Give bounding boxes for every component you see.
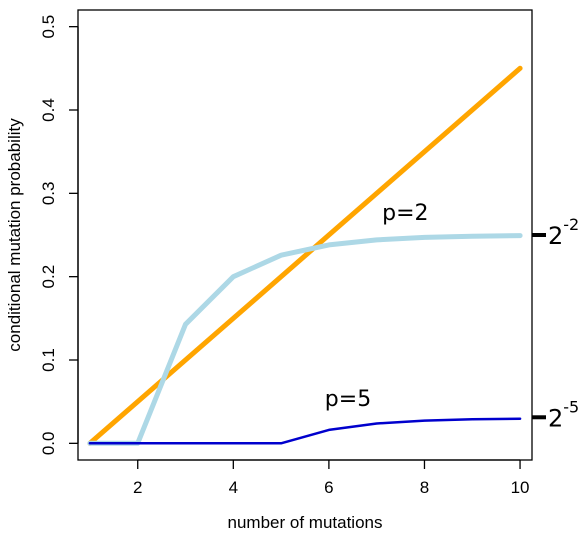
series-line-3 [88, 417, 522, 445]
x-tick-label: 6 [324, 478, 333, 497]
right-marks: 2-2 2-5 [532, 215, 578, 432]
annotations: p=2 p=5 [325, 201, 429, 412]
x-axis-label: number of mutations [228, 513, 383, 532]
x-tick-label: 8 [420, 478, 429, 497]
y-tick-label: 0.1 [39, 348, 58, 372]
series-line-2 [87, 233, 523, 446]
x-axis: 2 4 6 8 10 [133, 459, 530, 497]
right-mark-label: 2-5 [548, 397, 578, 432]
y-axis: 0.0 0.1 0.2 0.3 0.4 0.5 [39, 15, 79, 456]
y-tick-label: 0.5 [39, 15, 58, 39]
x-tick-label: 10 [511, 478, 530, 497]
x-tick-label: 4 [229, 478, 238, 497]
y-axis-label: conditional mutation probability [5, 118, 24, 352]
x-tick-label: 2 [133, 478, 142, 497]
annotation-label: p=2 [382, 201, 428, 226]
series-line-1 [87, 65, 523, 446]
annotation-label: p=5 [325, 387, 371, 412]
y-tick-label: 0.3 [39, 182, 58, 206]
y-tick-label: 0.4 [39, 98, 58, 122]
y-tick-label: 0.2 [39, 265, 58, 289]
y-tick-label: 0.0 [39, 432, 58, 456]
right-mark-label: 2-2 [548, 215, 578, 250]
series-group [87, 65, 523, 446]
